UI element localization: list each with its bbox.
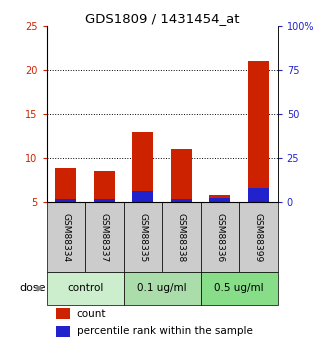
Text: GSM88399: GSM88399	[254, 213, 263, 262]
Bar	[132, 131, 153, 202]
FancyBboxPatch shape	[47, 272, 124, 305]
FancyBboxPatch shape	[201, 272, 278, 305]
Text: GSM88334: GSM88334	[61, 213, 70, 262]
Text: GSM88337: GSM88337	[100, 213, 109, 262]
Text: GSM88335: GSM88335	[138, 213, 147, 262]
Bar	[209, 195, 230, 202]
Text: count: count	[77, 309, 106, 319]
Text: GSM88338: GSM88338	[177, 213, 186, 262]
FancyBboxPatch shape	[47, 202, 85, 272]
FancyBboxPatch shape	[85, 202, 124, 272]
FancyBboxPatch shape	[124, 272, 201, 305]
FancyBboxPatch shape	[201, 202, 239, 272]
Bar	[56, 308, 70, 319]
Bar	[55, 168, 76, 202]
Bar	[94, 199, 115, 202]
Bar	[248, 61, 269, 202]
Text: 0.1 ug/ml: 0.1 ug/ml	[137, 284, 187, 294]
FancyBboxPatch shape	[162, 202, 201, 272]
Bar	[171, 149, 192, 202]
Text: GSM88336: GSM88336	[215, 213, 224, 262]
Bar	[55, 199, 76, 202]
Text: 0.5 ug/ml: 0.5 ug/ml	[214, 284, 264, 294]
Bar	[56, 326, 70, 337]
Bar	[248, 188, 269, 202]
Bar	[132, 191, 153, 202]
Title: GDS1809 / 1431454_at: GDS1809 / 1431454_at	[85, 12, 239, 25]
Text: percentile rank within the sample: percentile rank within the sample	[77, 326, 252, 336]
FancyBboxPatch shape	[124, 202, 162, 272]
Bar	[171, 199, 192, 202]
Text: dose: dose	[19, 284, 46, 294]
Bar	[209, 198, 230, 202]
Bar	[94, 171, 115, 202]
FancyBboxPatch shape	[239, 202, 278, 272]
Text: control: control	[67, 284, 103, 294]
